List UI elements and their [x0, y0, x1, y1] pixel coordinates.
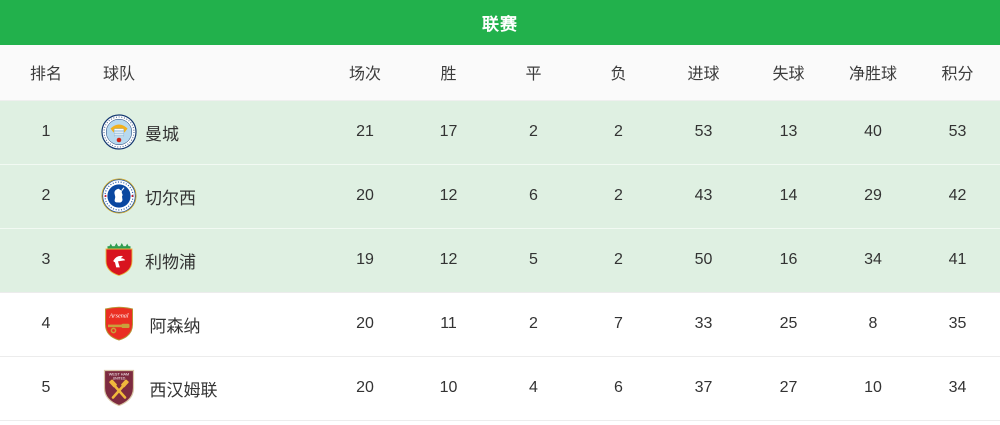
west-ham-badge-icon: WEST HAM UNITED — [100, 367, 138, 409]
losses-cell: 7 — [614, 315, 623, 332]
col-header-points: 积分 — [915, 45, 1000, 100]
team-name: 切尔西 — [145, 188, 196, 208]
table-row-arsenal[interactable]: 4 Arsenal 阿森纳 20 11 2 — [0, 292, 1000, 356]
col-header-losses: 负 — [576, 45, 661, 100]
rank-cell: 5 — [41, 379, 51, 396]
goal-diff-cell: 29 — [864, 187, 882, 204]
goals-against-cell: 27 — [779, 379, 798, 396]
goals-against-cell: 16 — [779, 251, 798, 268]
points-cell: 35 — [948, 315, 967, 332]
team-cell: Arsenal 阿森纳 — [92, 292, 324, 356]
west-ham-badge-text-2: UNITED — [113, 377, 126, 381]
col-header-draws: 平 — [491, 45, 576, 100]
played-cell: 20 — [356, 379, 374, 396]
goals-against-cell: 14 — [779, 187, 798, 204]
goal-diff-cell: 34 — [864, 251, 882, 268]
goals-against-cell: 13 — [779, 123, 798, 140]
draws-cell: 4 — [529, 379, 538, 396]
points-cell: 42 — [948, 187, 967, 204]
draws-cell: 2 — [529, 315, 538, 332]
goals-for-cell: 53 — [694, 123, 713, 140]
table-row-west-ham[interactable]: 5 WEST HAM UNITED — [0, 356, 1000, 420]
table-row-man-city[interactable]: 1 — [0, 100, 1000, 164]
played-cell: 19 — [356, 251, 374, 268]
col-header-wins: 胜 — [406, 45, 491, 100]
col-header-played: 场次 — [324, 45, 406, 100]
wins-cell: 10 — [439, 379, 458, 396]
goals-for-cell: 43 — [694, 187, 713, 204]
rank-cell: 2 — [41, 187, 51, 204]
col-header-goals-for: 进球 — [661, 45, 746, 100]
west-ham-badge-text-1: WEST HAM — [109, 373, 129, 377]
arsenal-badge-text: Arsenal — [108, 313, 129, 320]
goal-diff-cell: 40 — [864, 123, 882, 140]
table-row-chelsea[interactable]: 2 — [0, 164, 1000, 228]
table-row-liverpool[interactable]: 3 利物浦 19 — [0, 228, 1000, 292]
goals-against-cell: 25 — [779, 315, 798, 332]
goals-for-cell: 50 — [694, 251, 713, 268]
team-cell: 利物浦 — [92, 228, 324, 292]
points-cell: 34 — [948, 379, 967, 396]
points-cell: 53 — [948, 123, 967, 140]
rank-cell: 4 — [41, 315, 51, 332]
team-name: 利物浦 — [145, 252, 196, 272]
losses-cell: 2 — [614, 187, 623, 204]
chelsea-badge-icon — [100, 175, 138, 217]
wins-cell: 12 — [439, 187, 458, 204]
losses-cell: 2 — [614, 123, 623, 140]
goal-diff-cell: 10 — [864, 379, 882, 396]
wins-cell: 17 — [439, 123, 458, 140]
col-header-goals-against: 失球 — [746, 45, 831, 100]
losses-cell: 6 — [614, 379, 623, 396]
team-name: 阿森纳 — [149, 316, 201, 336]
played-cell: 20 — [356, 315, 374, 332]
played-cell: 20 — [356, 187, 374, 204]
goals-for-cell: 33 — [694, 315, 713, 332]
goals-for-cell: 37 — [694, 379, 713, 396]
col-header-rank: 排名 — [0, 45, 92, 100]
standings-table: 排名 球队 场次 胜 平 负 进球 失球 净胜球 积分 1 — [0, 45, 1000, 421]
draws-cell: 6 — [529, 187, 538, 204]
team-name: 曼城 — [145, 124, 179, 144]
arsenal-badge-icon: Arsenal — [100, 303, 138, 345]
col-header-team: 球队 — [92, 45, 324, 100]
losses-cell: 2 — [614, 251, 623, 268]
team-name: 西汉姆联 — [149, 380, 218, 400]
man-city-badge-icon — [100, 111, 138, 153]
league-title: 联赛 — [482, 15, 518, 34]
rank-cell: 1 — [41, 123, 51, 140]
wins-cell: 12 — [439, 251, 458, 268]
column-header-row: 排名 球队 场次 胜 平 负 进球 失球 净胜球 积分 — [0, 45, 1000, 100]
draws-cell: 2 — [529, 123, 538, 140]
draws-cell: 5 — [529, 251, 538, 268]
team-cell: WEST HAM UNITED 西汉姆联 — [92, 356, 324, 420]
played-cell: 21 — [356, 123, 374, 140]
points-cell: 41 — [948, 251, 967, 268]
team-cell: 曼城 — [92, 100, 324, 164]
liverpool-badge-icon — [100, 239, 138, 281]
goal-diff-cell: 8 — [868, 315, 878, 332]
col-header-goal-diff: 净胜球 — [831, 45, 915, 100]
rank-cell: 3 — [41, 251, 51, 268]
team-cell: 切尔西 — [92, 164, 324, 228]
league-title-bar: 联赛 — [0, 0, 1000, 45]
wins-cell: 11 — [440, 315, 457, 332]
